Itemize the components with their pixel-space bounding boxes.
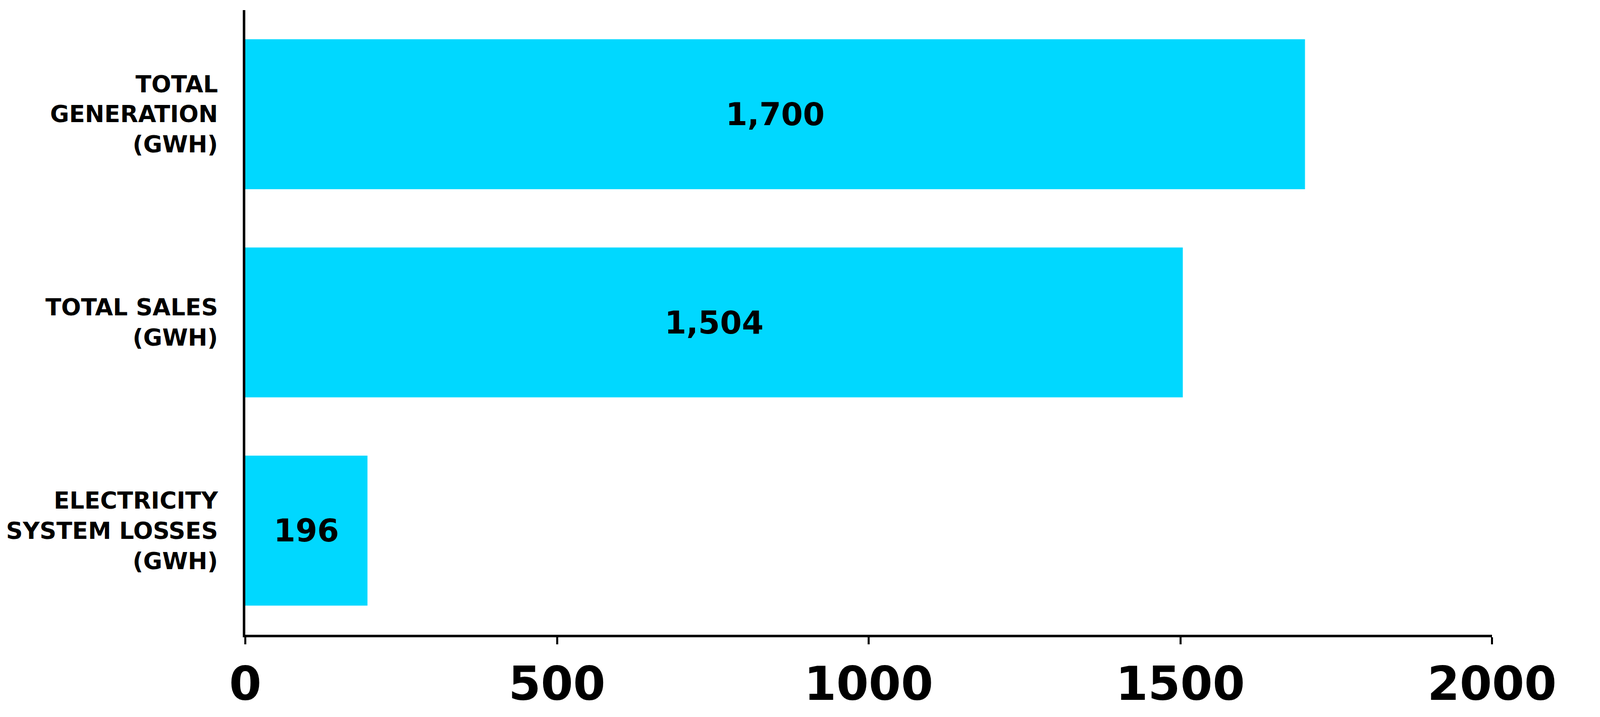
svg-text:TOTAL SALES(GWH): TOTAL SALES(GWH) [45,293,219,352]
svg-text:0: 0 [229,657,262,712]
svg-text:TOTALGENERATION(GWH): TOTALGENERATION(GWH) [49,70,219,159]
svg-text:1,504: 1,504 [664,304,764,342]
svg-text:1000: 1000 [804,657,934,712]
svg-text:ELECTRICITYSYSTEM LOSSES(GWH): ELECTRICITYSYSTEM LOSSES(GWH) [6,487,219,575]
svg-text:500: 500 [508,657,606,712]
svg-text:2000: 2000 [1427,657,1557,712]
svg-text:1,700: 1,700 [725,95,825,133]
svg-text:196: 196 [273,512,339,550]
svg-text:1500: 1500 [1115,657,1245,712]
